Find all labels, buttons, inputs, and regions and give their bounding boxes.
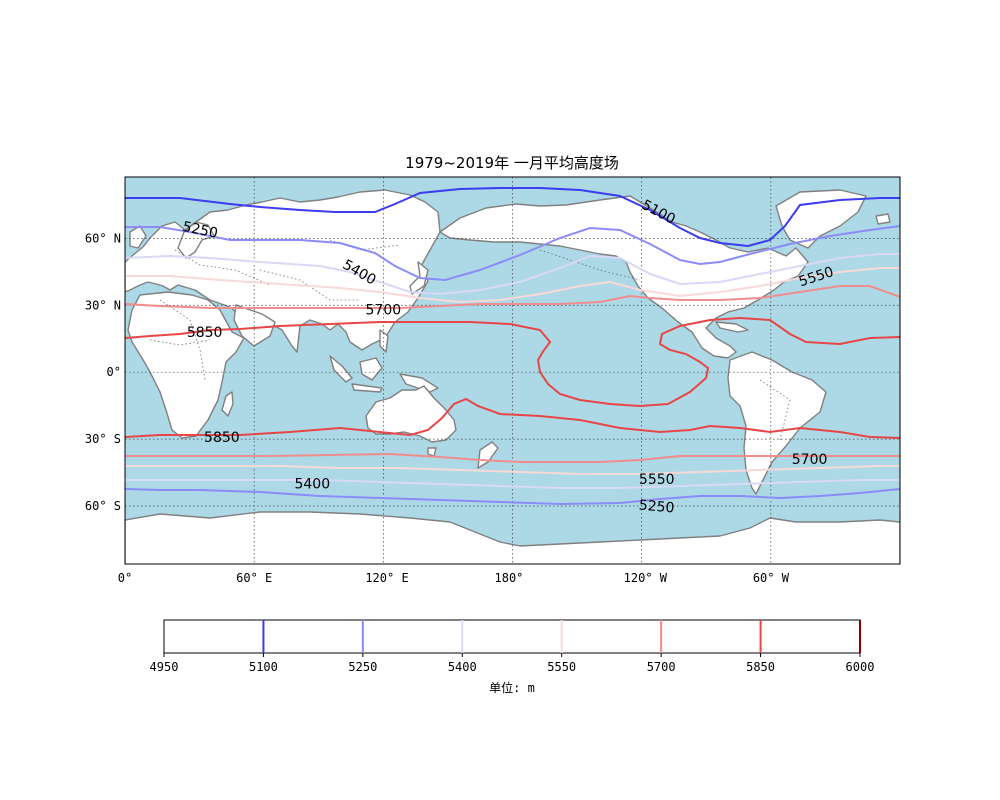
country-borders	[149, 239, 791, 441]
land-cuba	[715, 321, 749, 333]
lat-tick-label: 60° N	[85, 231, 121, 245]
land-philippines	[379, 329, 389, 353]
latitude-tick-labels: 60° N 30° N 0° 30° S 60° S	[85, 231, 121, 513]
contour-5100-north	[125, 187, 900, 248]
lon-tick-label: 60° E	[236, 571, 272, 585]
contour-label-5850: 5850	[204, 430, 240, 446]
lat-tick-label: 30° S	[85, 432, 121, 446]
colorbar-ticks: 4950 5100 5250 5400 5550 5700 5850 6000	[150, 653, 875, 674]
map-frame	[124, 176, 901, 565]
land-tasmania	[427, 447, 437, 457]
map-title: 1979~2019年 一月平均高度场	[405, 154, 619, 172]
colorbar-tick-label: 6000	[846, 660, 875, 674]
contour-lines	[125, 187, 900, 506]
contour-5250-north	[125, 225, 900, 282]
lon-tick-label: 60° W	[753, 571, 790, 585]
land-north-america	[439, 195, 809, 359]
contour-label-5250: 5250	[181, 219, 219, 242]
land-antarctica	[125, 511, 900, 564]
colorbar-tick-label: 5700	[647, 660, 676, 674]
land-sumatra	[329, 355, 353, 383]
contour-5700-south	[125, 452, 900, 463]
colorbar-tick-label: 5400	[448, 660, 477, 674]
lon-tick-label: 120° E	[365, 571, 408, 585]
colorbar: 4950 5100 5250 5400 5550 5700 5850 6000 单位: m	[150, 619, 875, 695]
contour-5850-north-africa-asia	[125, 316, 900, 408]
lat-tick-label: 30° N	[85, 298, 121, 312]
colorbar-box	[163, 619, 861, 654]
lon-tick-label: 180°	[495, 571, 524, 585]
contour-5250-south	[125, 488, 900, 506]
colorbar-tick-label: 5550	[547, 660, 576, 674]
contour-label-5700: 5700	[792, 452, 828, 468]
land-iceland	[875, 213, 891, 225]
contour-5400-north	[125, 253, 900, 296]
colorbar-tick-label: 4950	[150, 660, 179, 674]
land-madagascar	[221, 391, 234, 417]
lon-tick-label: 120° W	[624, 571, 668, 585]
contour-5400-south	[125, 479, 900, 489]
contour-label-5250: 5250	[638, 497, 675, 516]
contour-label-5700: 5700	[366, 303, 402, 319]
land-australia	[365, 385, 457, 443]
colorbar-tick-label: 5850	[746, 660, 775, 674]
colorbar-label: 单位: m	[489, 680, 535, 695]
contour-5850-south	[125, 397, 900, 439]
colorbar-tick-label: 5100	[249, 660, 278, 674]
land-greenland	[775, 189, 867, 249]
contour-5550-north	[125, 267, 900, 304]
lat-tick-label: 0°	[107, 365, 121, 379]
land-new-guinea	[399, 373, 439, 393]
contour-5700-north	[125, 285, 900, 309]
land-java	[351, 383, 383, 393]
longitude-tick-labels: 0° 60° E 120° E 180° 120° W 60° W	[118, 571, 790, 585]
contour-label-5400: 5400	[294, 477, 330, 493]
contour-label-5550: 5550	[639, 472, 675, 488]
land-new-zealand	[477, 441, 499, 469]
colorbar-level-lines	[262, 620, 861, 653]
colorbar-tick-label: 5250	[348, 660, 377, 674]
land-africa	[127, 291, 245, 439]
lon-tick-label: 0°	[118, 571, 132, 585]
contour-5550-south	[125, 465, 900, 475]
contour-label-5850: 5850	[187, 325, 223, 341]
lat-tick-label: 60° S	[85, 499, 121, 513]
graticule	[125, 177, 900, 564]
